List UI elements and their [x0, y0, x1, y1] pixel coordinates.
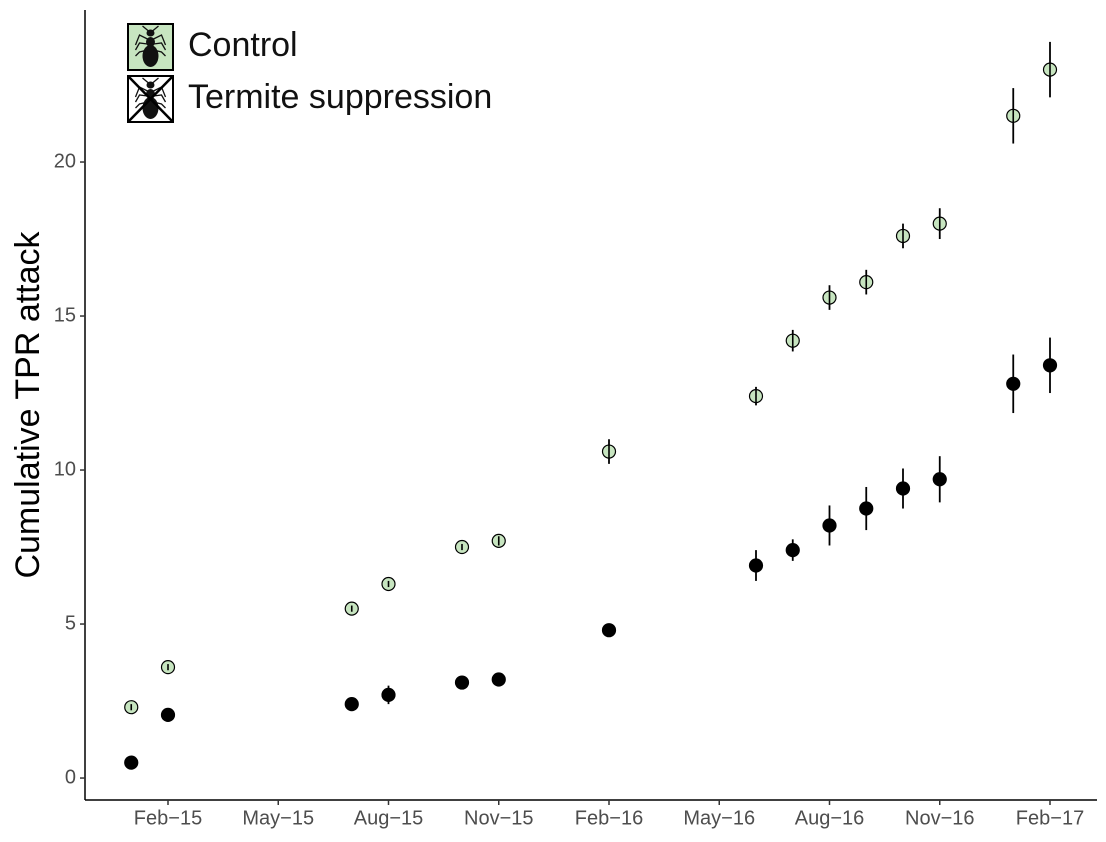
point [1042, 358, 1058, 373]
point [932, 472, 947, 487]
legend-ant-head [146, 81, 155, 89]
legend-ant-leg [153, 42, 167, 51]
point [381, 687, 396, 702]
y-tick-label: 5 [65, 612, 76, 634]
legend-ant-leg [135, 49, 148, 57]
legend-ant-leg [153, 101, 166, 109]
x-tick-label: Nov−15 [464, 807, 534, 829]
legend-ant-leg [153, 34, 167, 46]
legend-ant-leg [134, 34, 148, 46]
point [454, 675, 470, 690]
point [1006, 376, 1021, 391]
legend-ant-leg [153, 49, 166, 57]
point [748, 558, 764, 573]
legend-ant-thorax [146, 37, 155, 47]
legend-ant-leg [153, 94, 167, 103]
legend-cross [127, 75, 174, 123]
legend-ant-antenna [152, 25, 159, 32]
point [344, 697, 359, 712]
y-tick-label: 10 [54, 458, 76, 480]
x-tick-label: May−16 [683, 807, 755, 829]
legend-item: Termite suppression [127, 75, 492, 123]
legend-ant-head [146, 29, 155, 37]
x-tick-label: Feb−15 [134, 807, 202, 829]
x-tick-label: Feb−16 [575, 807, 643, 829]
legend-label: Control [188, 26, 298, 64]
y-tick-label: 20 [54, 150, 76, 172]
point [785, 543, 800, 558]
x-tick-label: Feb−17 [1016, 807, 1084, 829]
legend-ant-antenna [142, 77, 149, 84]
point [601, 623, 617, 638]
legend-ant-antenna [152, 77, 159, 84]
x-tick-label: Aug−16 [795, 807, 865, 829]
legend-ant-leg [134, 42, 148, 51]
y-axis-label: Cumulative TPR attack [9, 230, 47, 578]
x-tick-label: Nov−16 [905, 807, 975, 829]
x-tick-label: Aug−15 [354, 807, 424, 829]
x-tick-label: May−15 [242, 807, 314, 829]
point [491, 672, 506, 687]
legend-item: Control [127, 23, 298, 71]
legend-ant-antenna [142, 25, 149, 32]
legend-ant-leg [135, 101, 148, 109]
point [895, 481, 911, 496]
point [160, 707, 176, 722]
point [859, 501, 874, 516]
legend-ant-leg [134, 94, 148, 103]
point [124, 755, 139, 770]
legend-ant-abdomen [142, 45, 159, 67]
y-tick-label: 0 [65, 766, 76, 788]
legend-label: Termite suppression [188, 78, 492, 116]
y-tick-label: 15 [54, 304, 76, 326]
point [822, 518, 837, 533]
